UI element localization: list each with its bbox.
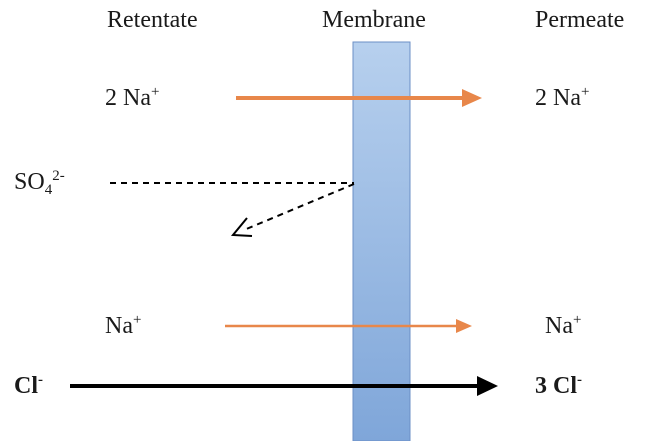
sodium-retentate-charge: + [150,84,160,100]
na-retentate-charge: + [132,312,142,328]
sodium-retentate-text: 2 Na [105,85,151,111]
chloride-permeate-charge: - [577,372,582,388]
sodium-arrow-top [236,89,482,107]
sulfate-symbol: SO [14,169,45,195]
na-permeate-charge: + [572,312,582,328]
chloride-permeate-text: 3 Cl [535,373,577,399]
na-retentate-label: Na+ [105,312,141,340]
sodium-retentate-label: 2 Na+ [105,84,159,112]
chloride-retentate-text: Cl [14,373,38,399]
na-permeate-text: Na [545,313,573,339]
retentate-header: Retentate [107,7,198,33]
sodium-permeate-text: 2 Na [535,85,581,111]
na-retentate-text: Na [105,313,133,339]
membrane-bar [352,41,411,441]
chloride-retentate-label: Cl- [14,372,43,400]
sulfate-label: SO42- [14,168,65,198]
permeate-header: Permeate [535,7,625,33]
na-permeate-label: Na+ [545,312,581,340]
sulfate-rejection-arrow [230,183,355,237]
sodium-arrow-bottom [225,319,472,333]
sodium-permeate-charge: + [580,84,590,100]
chloride-arrow [70,376,498,396]
chloride-retentate-charge: - [38,372,43,388]
sulfate-subscript: 4 [44,182,53,198]
membrane-header: Membrane [322,7,426,33]
chloride-permeate-label: 3 Cl- [535,372,582,400]
sulfate-charge: 2- [52,168,65,184]
sodium-permeate-label: 2 Na+ [535,84,589,112]
